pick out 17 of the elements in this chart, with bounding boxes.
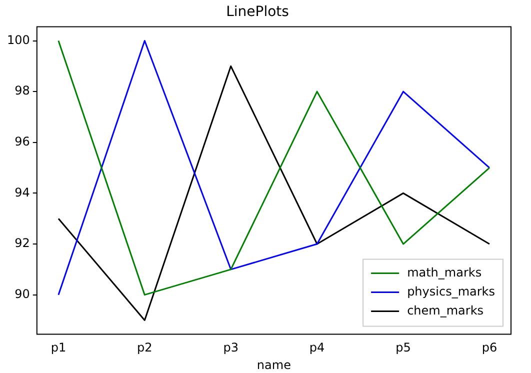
y-tick-label: 100: [7, 32, 30, 47]
y-tick-label: 90: [14, 286, 30, 301]
x-tick-label: p5: [396, 340, 411, 355]
x-tick-label: p4: [309, 340, 325, 355]
legend-label: physics_marks: [407, 284, 495, 298]
y-tick-label: 96: [14, 134, 30, 149]
x-axis-title: name: [256, 358, 291, 372]
x-tick-label: p3: [223, 340, 238, 355]
chart-title: LinePlots: [226, 4, 289, 20]
y-tick-label: 92: [14, 236, 30, 250]
y-tick-label: 98: [14, 84, 30, 98]
legend-label: chem_marks: [407, 303, 484, 318]
legend-label: math_marks: [407, 265, 482, 280]
x-tick-label: p2: [137, 340, 152, 355]
x-tick-label: p1: [50, 340, 66, 355]
x-tick-label: p6: [482, 340, 498, 355]
y-tick-label: 94: [14, 185, 30, 200]
